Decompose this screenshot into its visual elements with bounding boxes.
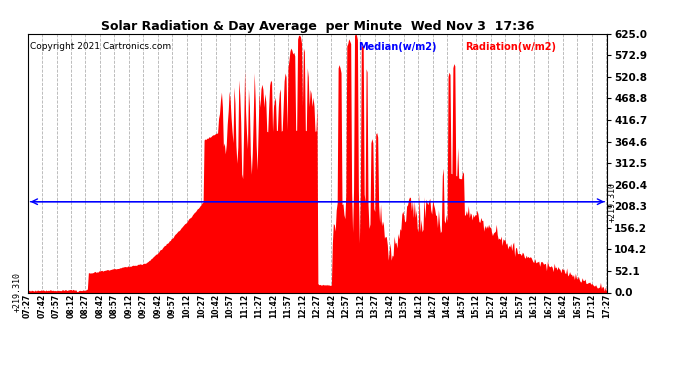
Text: Copyright 2021 Cartronics.com: Copyright 2021 Cartronics.com: [30, 42, 172, 51]
Text: +219.310: +219.310: [13, 272, 22, 312]
Text: Median(w/m2): Median(w/m2): [358, 42, 437, 51]
Text: +219.310: +219.310: [607, 182, 616, 222]
Text: Radiation(w/m2): Radiation(w/m2): [465, 42, 556, 51]
Title: Solar Radiation & Day Average  per Minute  Wed Nov 3  17:36: Solar Radiation & Day Average per Minute…: [101, 20, 534, 33]
